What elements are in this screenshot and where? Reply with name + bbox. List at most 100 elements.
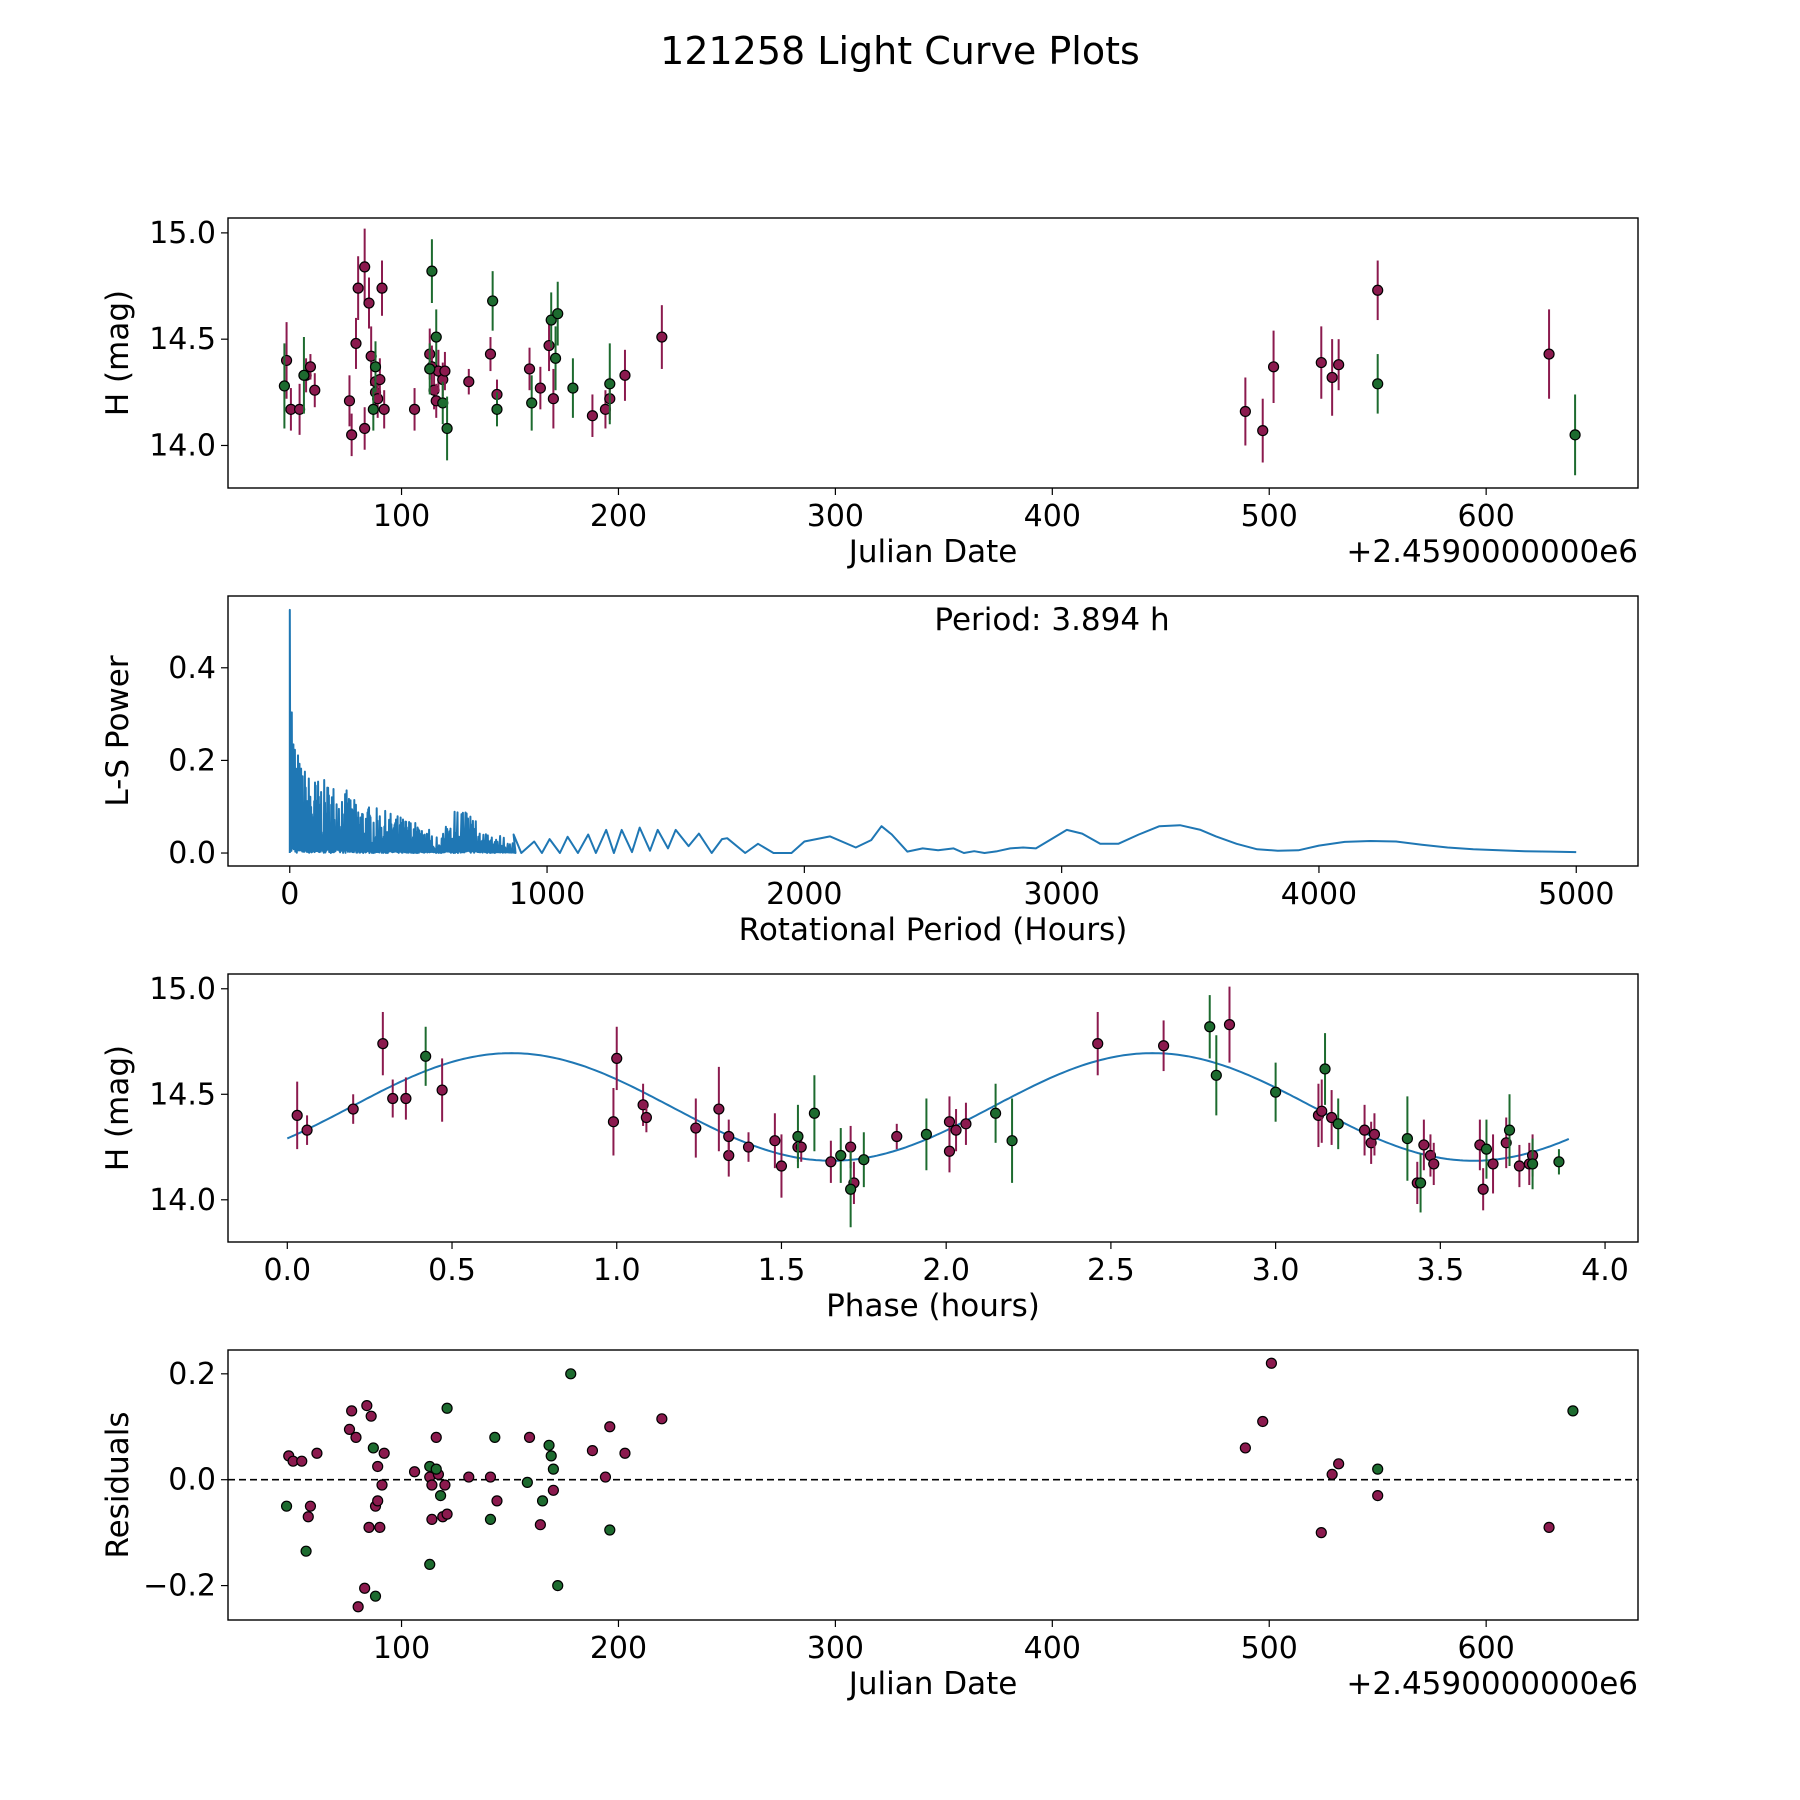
data-point <box>604 378 616 390</box>
data-point <box>430 1431 442 1443</box>
data-point <box>1401 1132 1413 1145</box>
data-point <box>523 1431 536 1443</box>
data-point <box>296 1455 308 1467</box>
data-point <box>359 1582 371 1594</box>
data-point <box>534 1519 546 1531</box>
data-point <box>567 382 579 394</box>
series-r-band <box>280 228 1555 463</box>
data-point <box>1315 1527 1327 1539</box>
data-point <box>1332 1118 1344 1130</box>
data-point <box>1257 424 1269 437</box>
data-point <box>769 1135 781 1147</box>
y-tick-label: 14.5 <box>149 1077 216 1112</box>
data-point <box>430 331 442 343</box>
x-tick-label: 600 <box>1458 499 1515 534</box>
data-point <box>656 331 668 343</box>
data-point <box>1316 1105 1328 1117</box>
data-point <box>350 337 362 350</box>
data-point <box>565 1368 577 1380</box>
data-point <box>1543 348 1555 360</box>
data-point <box>378 1447 390 1459</box>
data-point <box>1372 1463 1384 1475</box>
data-point <box>534 382 546 394</box>
data-point <box>1543 1521 1555 1533</box>
x-tick-label: 2.5 <box>1087 1253 1135 1288</box>
x-tick-label: 300 <box>807 1631 864 1666</box>
periodogram-panel: 0 1000 2000 3000 4000 5000 0.0 0.2 0.4 Rotational… <box>100 595 1639 948</box>
data-point <box>599 1471 612 1483</box>
data-point <box>552 308 564 320</box>
series-g-band <box>420 995 1565 1228</box>
data-point <box>484 348 497 360</box>
data-point <box>1368 1128 1381 1140</box>
data-point <box>304 361 317 373</box>
data-point <box>1315 356 1327 369</box>
data-point <box>1480 1143 1493 1155</box>
data-point <box>835 1149 847 1162</box>
lightcurve-panel: 100 200 300 400 500 600 14.0 14.5 15.0 Julian Dat… <box>100 216 1639 570</box>
data-point <box>372 1460 384 1473</box>
data-point <box>359 422 371 435</box>
data-point <box>298 369 310 381</box>
data-point <box>463 1471 475 1483</box>
data-point <box>280 354 293 367</box>
data-point <box>607 1116 620 1128</box>
data-point <box>304 1500 317 1512</box>
data-point <box>1239 405 1251 418</box>
y-axis-label: Residuals <box>100 1411 136 1558</box>
data-point <box>350 1431 362 1443</box>
data-point <box>713 1103 725 1115</box>
data-point <box>1503 1124 1516 1136</box>
data-point <box>950 1124 962 1136</box>
data-point <box>439 365 451 377</box>
data-point <box>1239 1442 1251 1454</box>
data-point <box>309 384 321 396</box>
data-point <box>547 1463 559 1475</box>
x-tick-label: 100 <box>373 1631 430 1666</box>
data-point <box>301 1124 313 1136</box>
plot-frame <box>227 1349 1639 1621</box>
x-axis-label: Julian Date <box>847 534 1018 570</box>
data-point <box>484 1513 497 1526</box>
data-point <box>1569 429 1581 441</box>
data-point <box>408 403 421 415</box>
data-point <box>1092 1038 1104 1050</box>
x-offset-label: +2.4590000000e6 <box>1346 1666 1638 1702</box>
data-point <box>619 1447 631 1459</box>
data-point <box>352 1601 364 1613</box>
data-point <box>311 1447 323 1459</box>
data-point <box>489 1431 501 1443</box>
data-point <box>586 1444 599 1457</box>
data-point <box>920 1128 933 1140</box>
data-point <box>1526 1158 1539 1170</box>
data-point <box>424 1558 436 1571</box>
data-point <box>547 393 559 405</box>
data-point <box>374 1521 386 1533</box>
data-point <box>845 1141 857 1153</box>
series-g-band <box>280 1368 1579 1602</box>
data-point <box>359 261 371 273</box>
data-point <box>343 395 356 407</box>
data-point <box>1204 1021 1216 1033</box>
x-tick-label: 0.0 <box>263 1253 311 1288</box>
data-point <box>484 1471 497 1483</box>
x-tick-label: 3.0 <box>1252 1253 1300 1288</box>
data-point <box>604 1421 616 1433</box>
data-point <box>491 1495 503 1507</box>
data-point <box>742 1141 755 1153</box>
x-tick-label: 0.5 <box>428 1253 476 1288</box>
data-point <box>1333 359 1345 371</box>
data-point <box>420 1050 432 1062</box>
x-axis-label: Julian Date <box>847 1666 1018 1702</box>
data-point <box>491 403 503 415</box>
data-point <box>1326 371 1338 384</box>
x-tick-label: 1.0 <box>593 1253 641 1288</box>
data-point <box>523 363 536 375</box>
x-tick-label: 0 <box>280 877 299 912</box>
data-point <box>1487 1158 1499 1170</box>
data-point <box>619 369 631 381</box>
phased-lightcurve-panel: 0.0 0.5 1.0 1.5 2.0 2.5 3.0 3.5 4.0 14.0 14.5 15.0 P… <box>100 972 1639 1324</box>
data-point <box>376 282 388 294</box>
data-point <box>543 339 555 352</box>
data-point <box>808 1107 821 1119</box>
